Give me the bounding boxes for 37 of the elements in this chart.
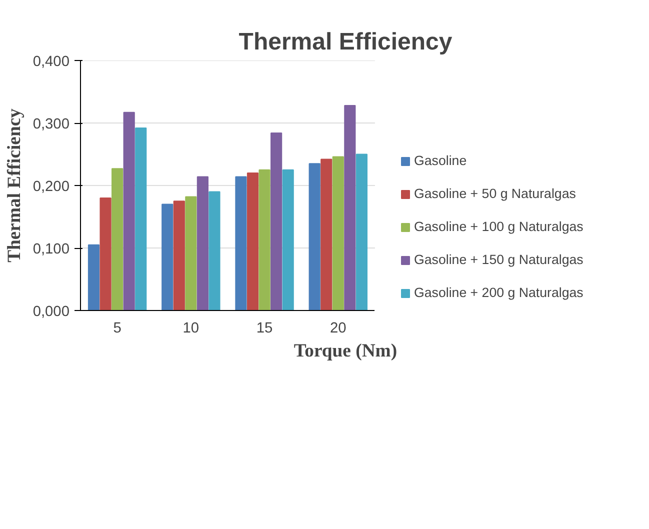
bar [135, 128, 147, 310]
chart-title: Thermal Efficiency [238, 28, 453, 56]
bar [246, 172, 259, 310]
legend-label: Gasoline + 100 g Naturalgas [414, 219, 584, 234]
y-axis-title: Thermal Efficiency [4, 108, 25, 262]
bar [235, 176, 247, 310]
bar [332, 156, 344, 310]
x-tick-label: 15 [256, 320, 273, 336]
bar [282, 169, 294, 310]
bar [88, 244, 100, 310]
y-tick-label: 0,000 [32, 304, 70, 320]
bar [208, 191, 220, 310]
bar [270, 132, 282, 310]
bar [162, 204, 174, 310]
x-tick-label: 20 [330, 320, 346, 336]
bar [123, 112, 135, 310]
x-tick-label: 10 [182, 320, 200, 336]
bar [308, 163, 320, 310]
y-tick-label: 0,300 [32, 116, 70, 132]
bar [196, 176, 208, 310]
y-tick-label: 0,400 [32, 54, 70, 70]
legend-label: Gasoline + 50 g Naturalgas [414, 186, 576, 201]
x-tick-label: 5 [113, 320, 122, 336]
bar [112, 168, 124, 310]
bar [258, 169, 270, 310]
bar [344, 105, 356, 310]
bar [100, 198, 112, 310]
legend-label: Gasoline + 150 g Naturalgas [414, 252, 584, 267]
bar [356, 154, 368, 310]
legend-label: Gasoline + 200 g Naturalgas [414, 285, 584, 300]
bar [173, 200, 185, 310]
y-tick-label: 0,200 [32, 179, 70, 195]
legend-label: Gasoline [414, 153, 467, 168]
x-axis-title: Torque (Nm) [294, 340, 398, 362]
bar [320, 158, 332, 310]
bar [185, 196, 197, 310]
y-tick-label: 0,100 [32, 242, 70, 258]
